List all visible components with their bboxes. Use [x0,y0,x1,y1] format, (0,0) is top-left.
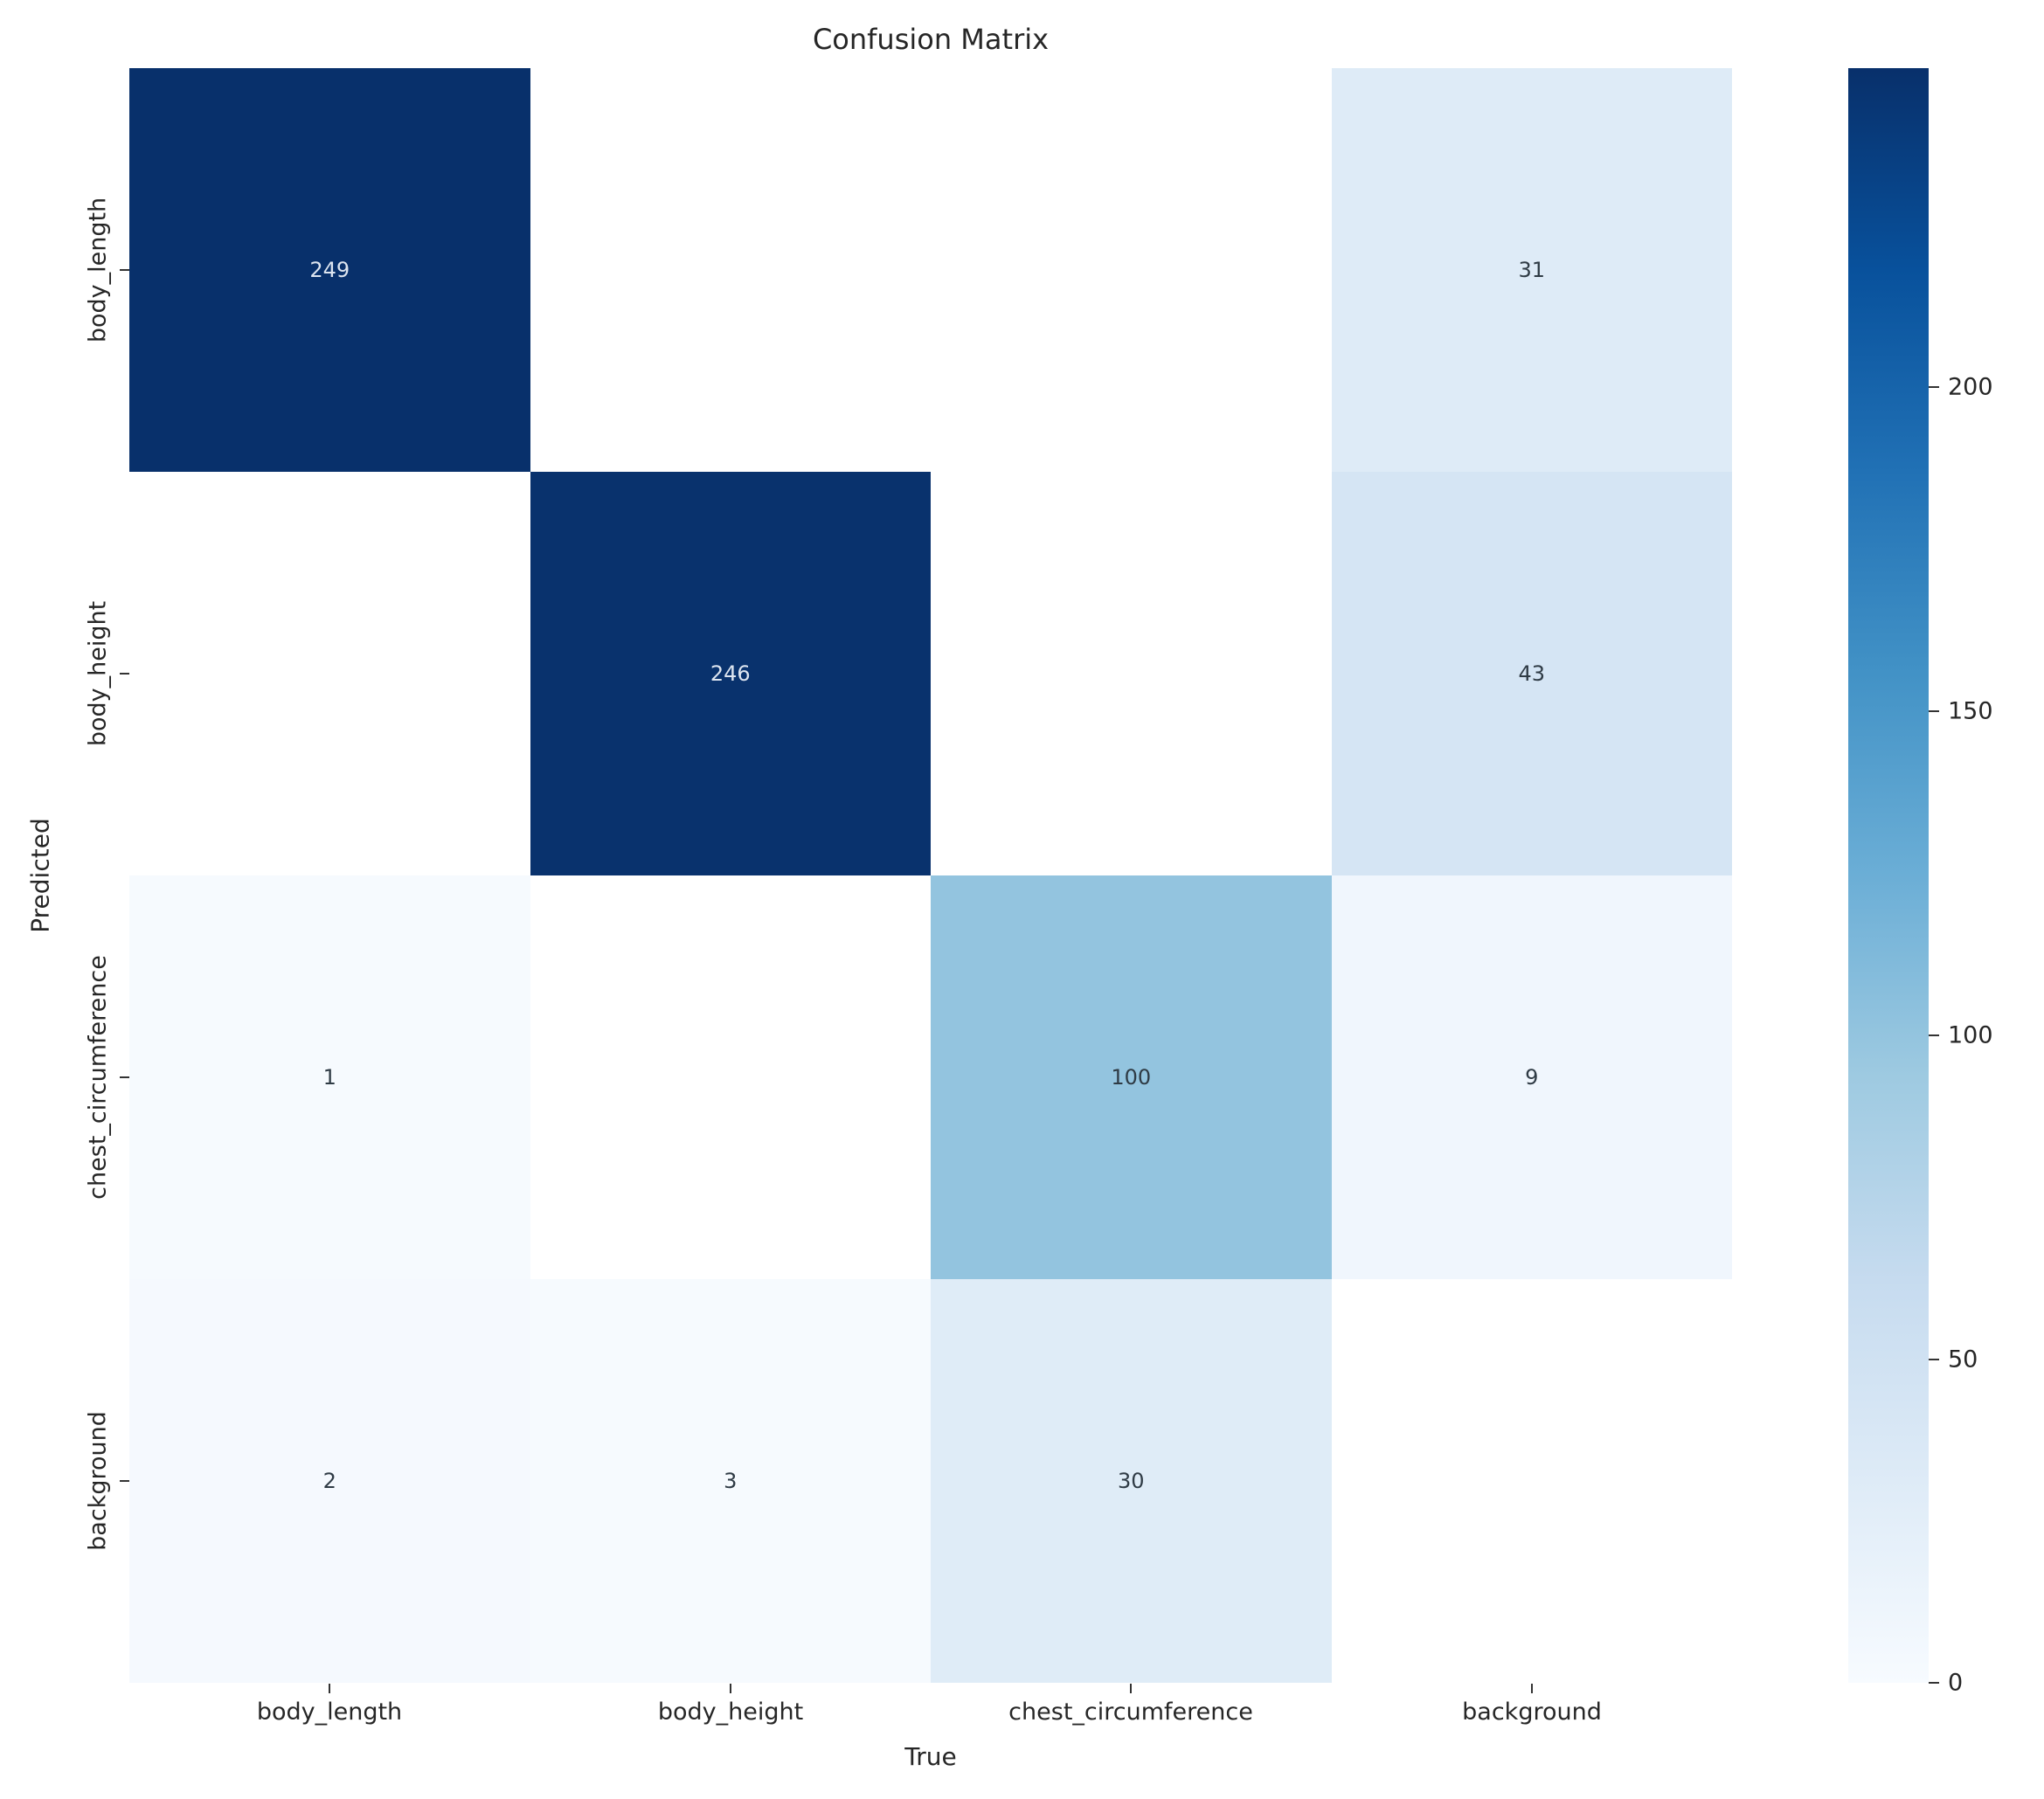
y-tick-mark [120,269,129,271]
colorbar-tick-label-200: 200 [1948,373,1993,401]
x-tick-label-body-length: body_length [256,1699,403,1726]
cell-r2c0: 1 [129,875,530,1279]
x-tick-mark [730,1684,731,1693]
y-tick-label-background: background [84,1411,112,1551]
colorbar-tick-mark [1929,1359,1939,1360]
cell-r0c2 [931,68,1332,472]
colorbar-tick-mark [1929,710,1939,712]
colorbar-tick-mark [1929,386,1939,388]
cell-r1c3: 43 [1331,472,1732,875]
colorbar-gradient [1848,68,1929,1683]
y-tick-mark [120,1076,129,1078]
colorbar-tick-label-150: 150 [1948,697,1993,725]
cell-r1c1: 246 [530,472,931,875]
y-axis-title: Predicted [25,818,55,933]
x-tick-label-background: background [1462,1699,1602,1726]
cell-r2c3: 9 [1331,875,1732,1279]
x-tick-mark [1130,1684,1132,1693]
cell-r0c3: 31 [1331,68,1732,472]
y-tick-mark [120,673,129,675]
y-tick-mark [120,1480,129,1482]
cell-r2c2: 100 [931,875,1332,1279]
cell-r0c1 [530,68,931,472]
x-axis-title: True [904,1742,957,1771]
cell-r3c2: 30 [931,1279,1332,1683]
heatmap-grid: 249 31 246 43 1 100 9 2 3 30 [129,68,1732,1683]
y-tick-label-body-length: body_length [84,197,112,343]
cell-r3c0: 2 [129,1279,530,1683]
x-tick-label-body-height: body_height [657,1699,804,1726]
cell-r3c3 [1331,1279,1732,1683]
colorbar-tick-label-50: 50 [1948,1346,1978,1373]
y-tick-label-body-height: body_height [84,600,112,747]
colorbar-tick-mark [1929,1034,1939,1036]
x-tick-mark [1531,1684,1533,1693]
x-tick-label-chest-circumference: chest_circumference [1008,1699,1253,1726]
x-tick-mark [329,1684,330,1693]
y-tick-label-chest-circumference: chest_circumference [84,955,112,1200]
colorbar-tick-label-100: 100 [1948,1021,1993,1049]
cell-r1c0 [129,472,530,875]
colorbar-tick-mark [1929,1682,1939,1684]
cell-r3c1: 3 [530,1279,931,1683]
cell-r0c0: 249 [129,68,530,472]
colorbar-tick-label-0: 0 [1948,1669,1964,1697]
chart-title: Confusion Matrix [812,23,1050,56]
cell-r1c2 [931,472,1332,875]
cell-r2c1 [530,875,931,1279]
